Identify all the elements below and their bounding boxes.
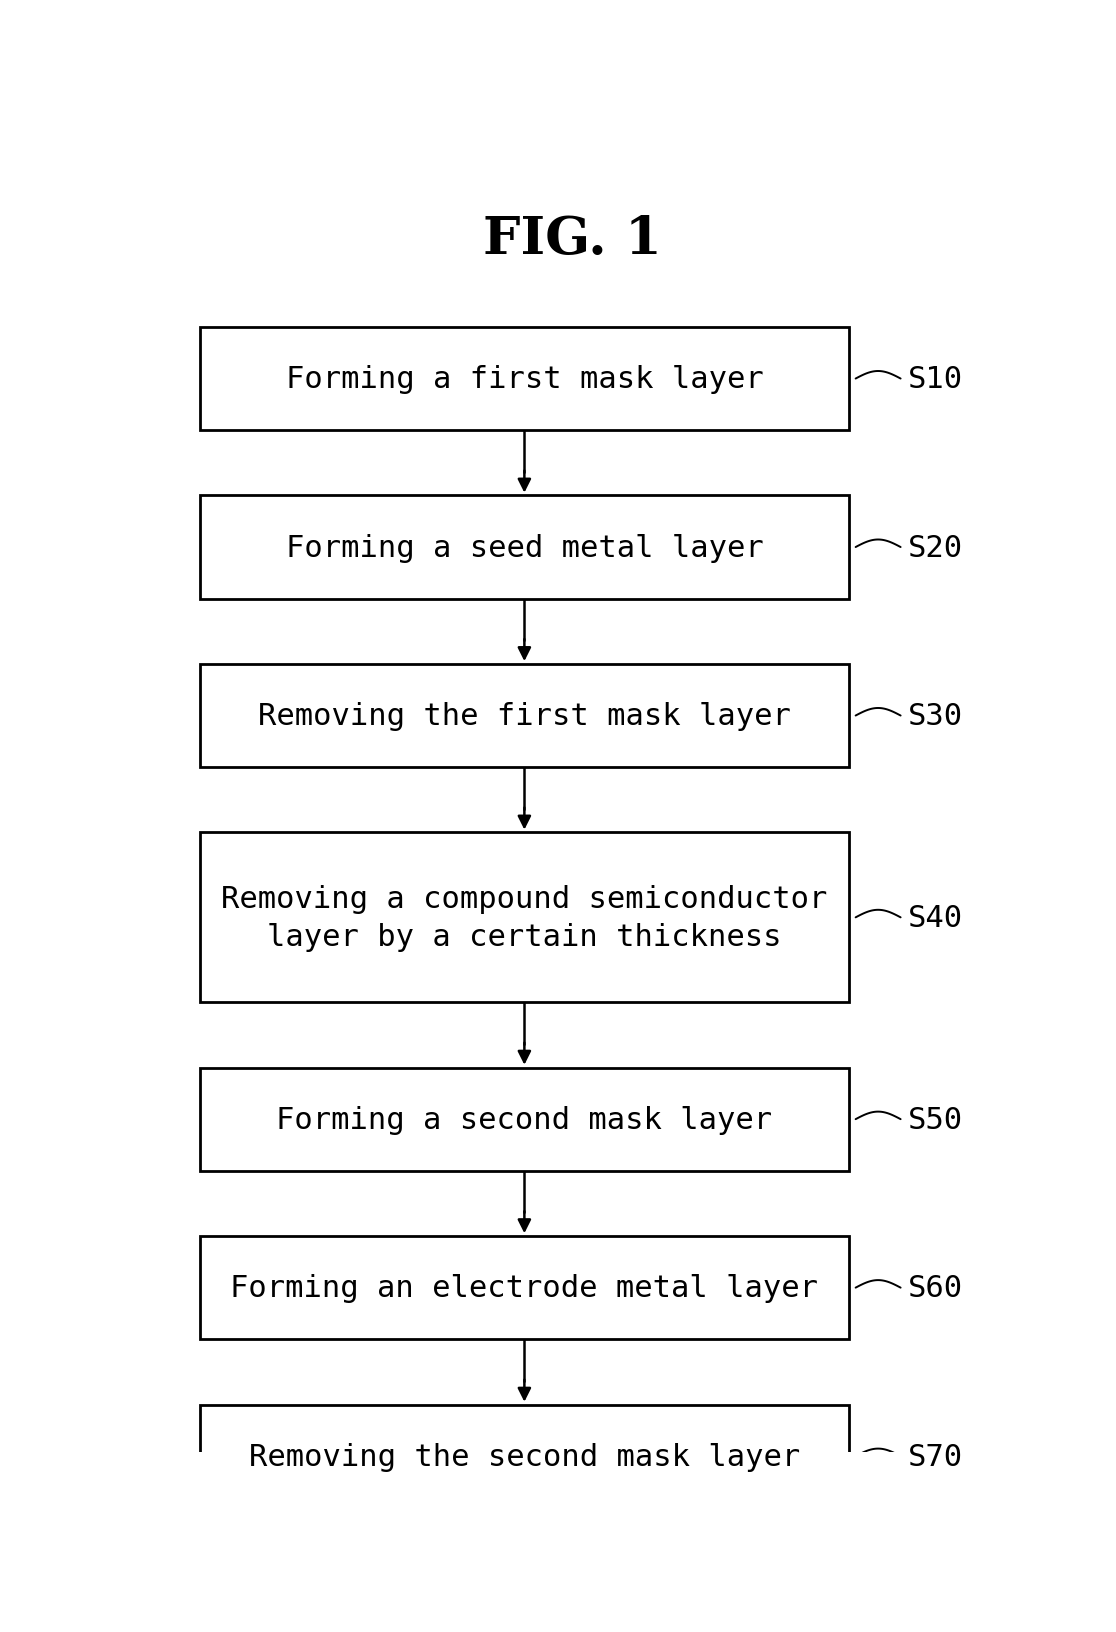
Bar [200,496,848,599]
Text: S40: S40 [907,902,963,932]
Text: Forming an electrode metal layer: Forming an electrode metal layer [230,1273,818,1302]
Text: S50: S50 [907,1105,963,1134]
Text: S60: S60 [907,1273,963,1302]
Text: Forming a first mask layer: Forming a first mask layer [286,366,763,393]
Bar [200,664,848,767]
Text: FIG. 1: FIG. 1 [482,214,662,266]
Bar [200,328,848,431]
Text: S30: S30 [907,702,963,731]
Text: Removing the second mask layer: Removing the second mask layer [249,1441,800,1470]
Bar [200,1405,848,1508]
Text: Removing a compound semiconductor
layer by a certain thickness: Removing a compound semiconductor layer … [221,885,828,951]
Bar [200,832,848,1002]
Text: S70: S70 [907,1441,963,1470]
Text: S10: S10 [907,366,963,393]
Text: Removing the first mask layer: Removing the first mask layer [258,702,791,731]
Bar [200,1067,848,1172]
Bar [200,1237,848,1340]
Text: Forming a seed metal layer: Forming a seed metal layer [286,534,763,561]
Text: Forming a second mask layer: Forming a second mask layer [277,1105,772,1134]
Text: S20: S20 [907,534,963,561]
